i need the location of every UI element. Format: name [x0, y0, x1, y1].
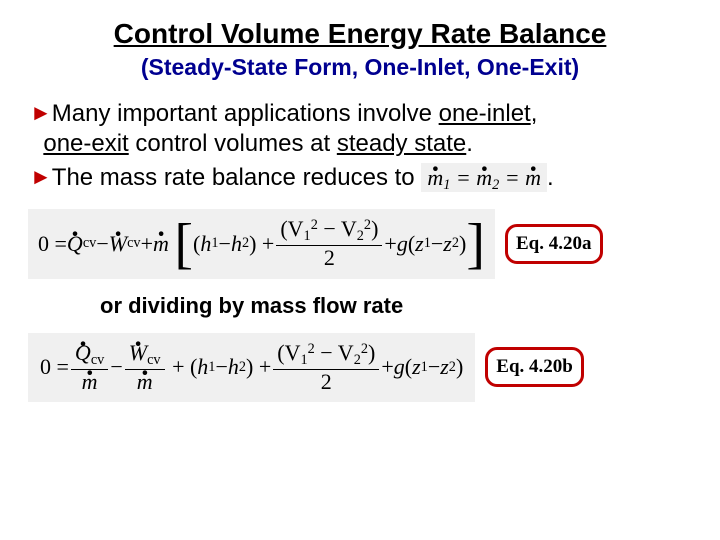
equation-b-row: 0 = Qcv m − Wcv m + (h1 − h2) + (V12 − V… [28, 333, 692, 402]
mass-balance-eq: m1 = m2 = m [421, 163, 547, 192]
eqb-wfrac: Wcv m [125, 341, 165, 394]
m2s: 2 [492, 177, 499, 193]
b1-mid: , [531, 100, 538, 127]
triangle-icon: ► [30, 164, 52, 189]
b2-pre: The mass rate balance reduces to [52, 164, 422, 191]
b1-m2: control volumes at [129, 130, 337, 157]
eq-label-a: Eq. 4.20a [505, 224, 603, 264]
eqb-h2s: 2 [239, 359, 246, 376]
eqa-zero: 0 = [38, 231, 67, 257]
eqb-z1: z [412, 354, 421, 380]
eqa-den2: 2 [320, 246, 339, 270]
eq-label-b: Eq. 4.20b [485, 347, 584, 387]
eqb-wcv: cv [147, 352, 161, 368]
m2: m [476, 164, 492, 192]
eqa-m: m [153, 231, 169, 257]
eqa-h1: h [200, 231, 211, 257]
eqa-z1s: 1 [424, 235, 431, 252]
eqa-min1: − [96, 231, 108, 257]
eqa-w: W [109, 231, 127, 257]
eqb-z2s: 2 [449, 359, 456, 376]
b2-end: . [547, 164, 554, 191]
eqa-vfrac: (V12 − V22) 2 [276, 217, 382, 270]
eqa-z2: z [443, 231, 452, 257]
eqb-den2: 2 [317, 370, 336, 394]
eqb-min: − [110, 354, 122, 380]
b1-pre: Many important applications involve [52, 100, 439, 127]
eqb-h1: h [197, 354, 208, 380]
eqb-g: g [394, 354, 405, 380]
equation-b: 0 = Qcv m − Wcv m + (h1 − h2) + (V12 − V… [28, 333, 475, 402]
eqa-q: Q [67, 231, 83, 257]
b1-end: . [466, 130, 473, 157]
eqb-m2: m [137, 370, 153, 394]
eqb-qfrac: Qcv m [71, 341, 108, 394]
b1-u1: one-inlet [439, 100, 531, 127]
eqa-h2: h [231, 231, 242, 257]
eqa-z1: z [415, 231, 424, 257]
bullet-2: ►The mass rate balance reduces to m1 = m… [28, 163, 692, 195]
eqa-g: g [397, 231, 408, 257]
eqb-vfrac: (V12 − V22) 2 [273, 341, 379, 394]
m1: m [427, 164, 443, 192]
triangle-icon: ► [30, 100, 52, 125]
eqa-z2s: 2 [452, 235, 459, 252]
eqa-h2s: 2 [242, 235, 249, 252]
eqb-z1s: 1 [421, 359, 428, 376]
slide-subtitle: (Steady-State Form, One-Inlet, One-Exit) [28, 54, 692, 81]
slide-title: Control Volume Energy Rate Balance [28, 18, 692, 50]
eqb-z2: z [440, 354, 449, 380]
eqa-plus1: + [141, 231, 153, 257]
b1-u3: steady state [337, 130, 466, 157]
eqb-h1s: 1 [208, 359, 215, 376]
equation-a-row: 0 = Qcv − Wcv + m [ (h1 − h2) + (V12 − V… [28, 209, 692, 279]
b1-u2: one-exit [43, 130, 128, 157]
eqb-zero: 0 = [40, 354, 69, 380]
divider-text: or dividing by mass flow rate [100, 293, 692, 319]
equation-a: 0 = Qcv − Wcv + m [ (h1 − h2) + (V12 − V… [28, 209, 495, 279]
m1s: 1 [443, 177, 450, 193]
eqa-qcv: cv [83, 235, 97, 252]
eqb-m1: m [82, 370, 98, 394]
eqb-h2: h [228, 354, 239, 380]
m3: m [525, 164, 541, 192]
bullet-1: ►Many important applications involve one… [28, 99, 692, 159]
eqa-h1s: 1 [211, 235, 218, 252]
eqa-wcv: cv [127, 235, 141, 252]
